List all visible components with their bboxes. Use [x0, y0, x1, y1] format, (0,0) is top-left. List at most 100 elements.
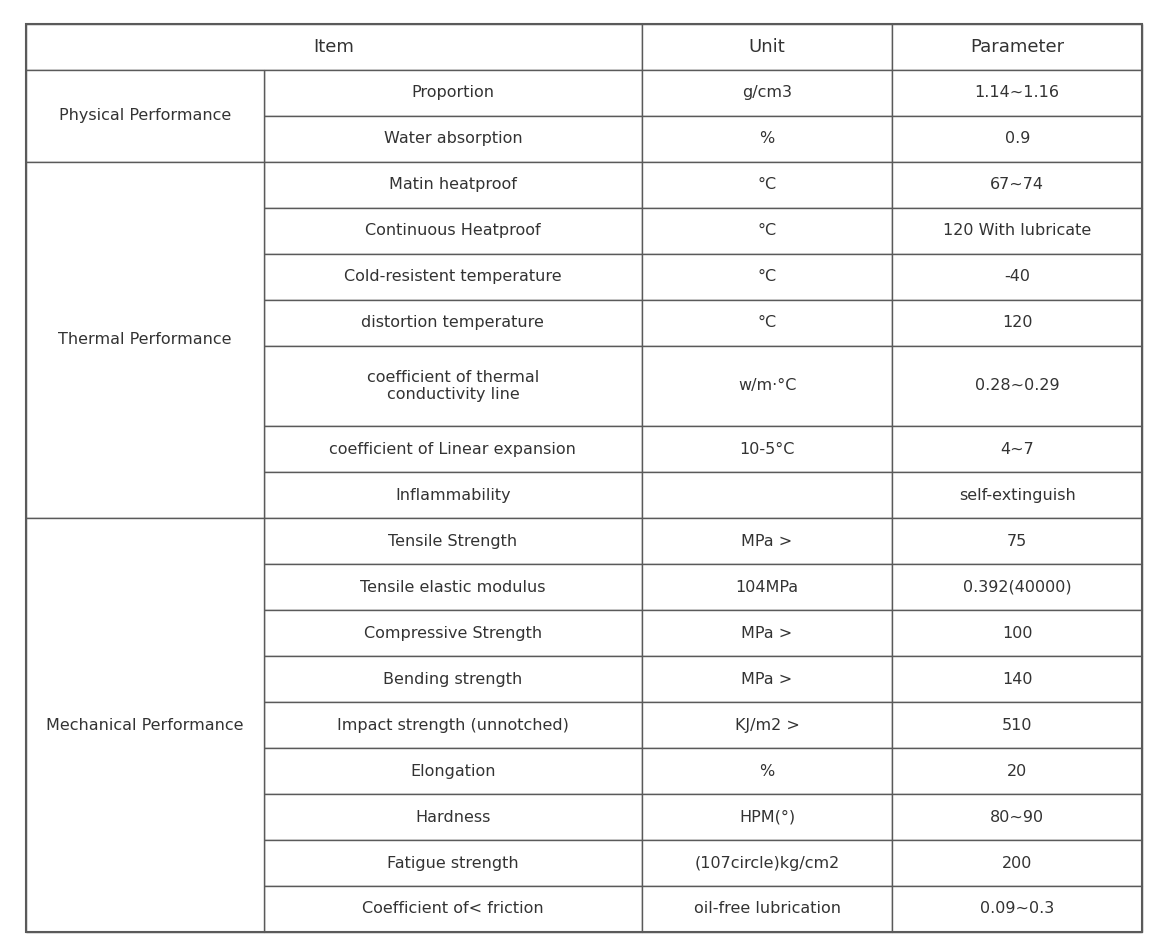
Text: Tensile Strength: Tensile Strength: [388, 534, 517, 549]
Text: Thermal Performance: Thermal Performance: [58, 333, 231, 347]
Text: 510: 510: [1002, 718, 1033, 732]
Text: Matin heatproof: Matin heatproof: [389, 177, 516, 192]
Text: °C: °C: [758, 223, 777, 238]
Text: °C: °C: [758, 315, 777, 330]
Bar: [892, 886, 1142, 932]
Bar: [264, 300, 642, 345]
Bar: [892, 564, 1142, 611]
Bar: [892, 116, 1142, 162]
Text: Continuous Heatproof: Continuous Heatproof: [366, 223, 541, 238]
Bar: [892, 207, 1142, 254]
Bar: [264, 116, 642, 162]
Bar: [264, 472, 642, 518]
Text: MPa >: MPa >: [742, 534, 793, 549]
Bar: [264, 702, 642, 748]
Text: 20: 20: [1007, 764, 1028, 779]
Text: 0.09~0.3: 0.09~0.3: [980, 902, 1055, 917]
Bar: [264, 886, 642, 932]
Bar: [892, 518, 1142, 564]
Text: HPM(°): HPM(°): [739, 809, 795, 825]
Text: 120: 120: [1002, 315, 1033, 330]
Text: 0.392(40000): 0.392(40000): [962, 579, 1071, 594]
Bar: [642, 840, 892, 886]
Bar: [892, 300, 1142, 345]
Bar: [892, 840, 1142, 886]
Text: 4~7: 4~7: [1000, 441, 1034, 456]
Text: 100: 100: [1002, 626, 1033, 641]
Bar: [264, 162, 642, 207]
Text: KJ/m2 >: KJ/m2 >: [735, 718, 800, 732]
Bar: [264, 518, 642, 564]
Text: Inflammability: Inflammability: [395, 488, 510, 503]
Bar: [642, 254, 892, 300]
Bar: [642, 611, 892, 656]
Bar: [642, 472, 892, 518]
Bar: [892, 656, 1142, 702]
Bar: [642, 300, 892, 345]
Text: 120 With lubricate: 120 With lubricate: [943, 223, 1091, 238]
Bar: [642, 794, 892, 840]
Bar: [642, 702, 892, 748]
Text: Unit: Unit: [749, 38, 785, 56]
Bar: [264, 564, 642, 611]
Bar: [892, 345, 1142, 426]
Text: Water absorption: Water absorption: [383, 131, 522, 146]
Text: 1.14~1.16: 1.14~1.16: [975, 86, 1059, 100]
Text: Fatigue strength: Fatigue strength: [387, 856, 519, 870]
Bar: [892, 702, 1142, 748]
Bar: [264, 840, 642, 886]
Bar: [892, 24, 1142, 69]
Text: Proportion: Proportion: [411, 86, 494, 100]
Bar: [892, 611, 1142, 656]
Text: Compressive Strength: Compressive Strength: [363, 626, 542, 641]
Bar: [264, 426, 642, 472]
Text: 10-5°C: 10-5°C: [739, 441, 794, 456]
Text: Bending strength: Bending strength: [383, 671, 522, 687]
Text: Impact strength (unnotched): Impact strength (unnotched): [336, 718, 569, 732]
Text: Hardness: Hardness: [415, 809, 491, 825]
Text: 0.9: 0.9: [1004, 131, 1030, 146]
Bar: [892, 748, 1142, 794]
Text: Tensile elastic modulus: Tensile elastic modulus: [360, 579, 545, 594]
Text: -40: -40: [1004, 269, 1030, 284]
Bar: [264, 345, 642, 426]
Bar: [642, 345, 892, 426]
Bar: [264, 656, 642, 702]
Bar: [264, 207, 642, 254]
Bar: [892, 426, 1142, 472]
Bar: [892, 69, 1142, 116]
Text: %: %: [759, 764, 774, 779]
Text: (107circle)kg/cm2: (107circle)kg/cm2: [695, 856, 840, 870]
Bar: [642, 564, 892, 611]
Text: g/cm3: g/cm3: [742, 86, 792, 100]
Bar: [26, 518, 264, 932]
Bar: [26, 24, 642, 69]
Text: oil-free lubrication: oil-free lubrication: [694, 902, 841, 917]
Bar: [642, 116, 892, 162]
Bar: [642, 207, 892, 254]
Bar: [642, 748, 892, 794]
Text: Coefficient of< friction: Coefficient of< friction: [362, 902, 543, 917]
Text: %: %: [759, 131, 774, 146]
Text: 104MPa: 104MPa: [736, 579, 799, 594]
Text: Mechanical Performance: Mechanical Performance: [46, 718, 243, 732]
Bar: [264, 69, 642, 116]
Bar: [642, 162, 892, 207]
Bar: [642, 426, 892, 472]
Bar: [264, 611, 642, 656]
Bar: [26, 162, 264, 518]
Text: coefficient of Linear expansion: coefficient of Linear expansion: [329, 441, 576, 456]
Bar: [892, 162, 1142, 207]
Bar: [892, 472, 1142, 518]
Bar: [892, 794, 1142, 840]
Text: Elongation: Elongation: [410, 764, 495, 779]
Text: °C: °C: [758, 269, 777, 284]
Text: Parameter: Parameter: [971, 38, 1064, 56]
Bar: [264, 748, 642, 794]
Bar: [642, 24, 892, 69]
Bar: [642, 518, 892, 564]
Bar: [642, 69, 892, 116]
Bar: [642, 656, 892, 702]
Text: MPa >: MPa >: [742, 671, 793, 687]
Text: 200: 200: [1002, 856, 1033, 870]
